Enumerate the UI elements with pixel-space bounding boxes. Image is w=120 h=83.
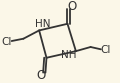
- Text: Cl: Cl: [100, 45, 111, 55]
- Text: O: O: [67, 0, 76, 13]
- Text: O: O: [37, 69, 46, 83]
- Text: NH: NH: [61, 50, 76, 60]
- Text: HN: HN: [35, 19, 50, 29]
- Text: Cl: Cl: [1, 37, 12, 47]
